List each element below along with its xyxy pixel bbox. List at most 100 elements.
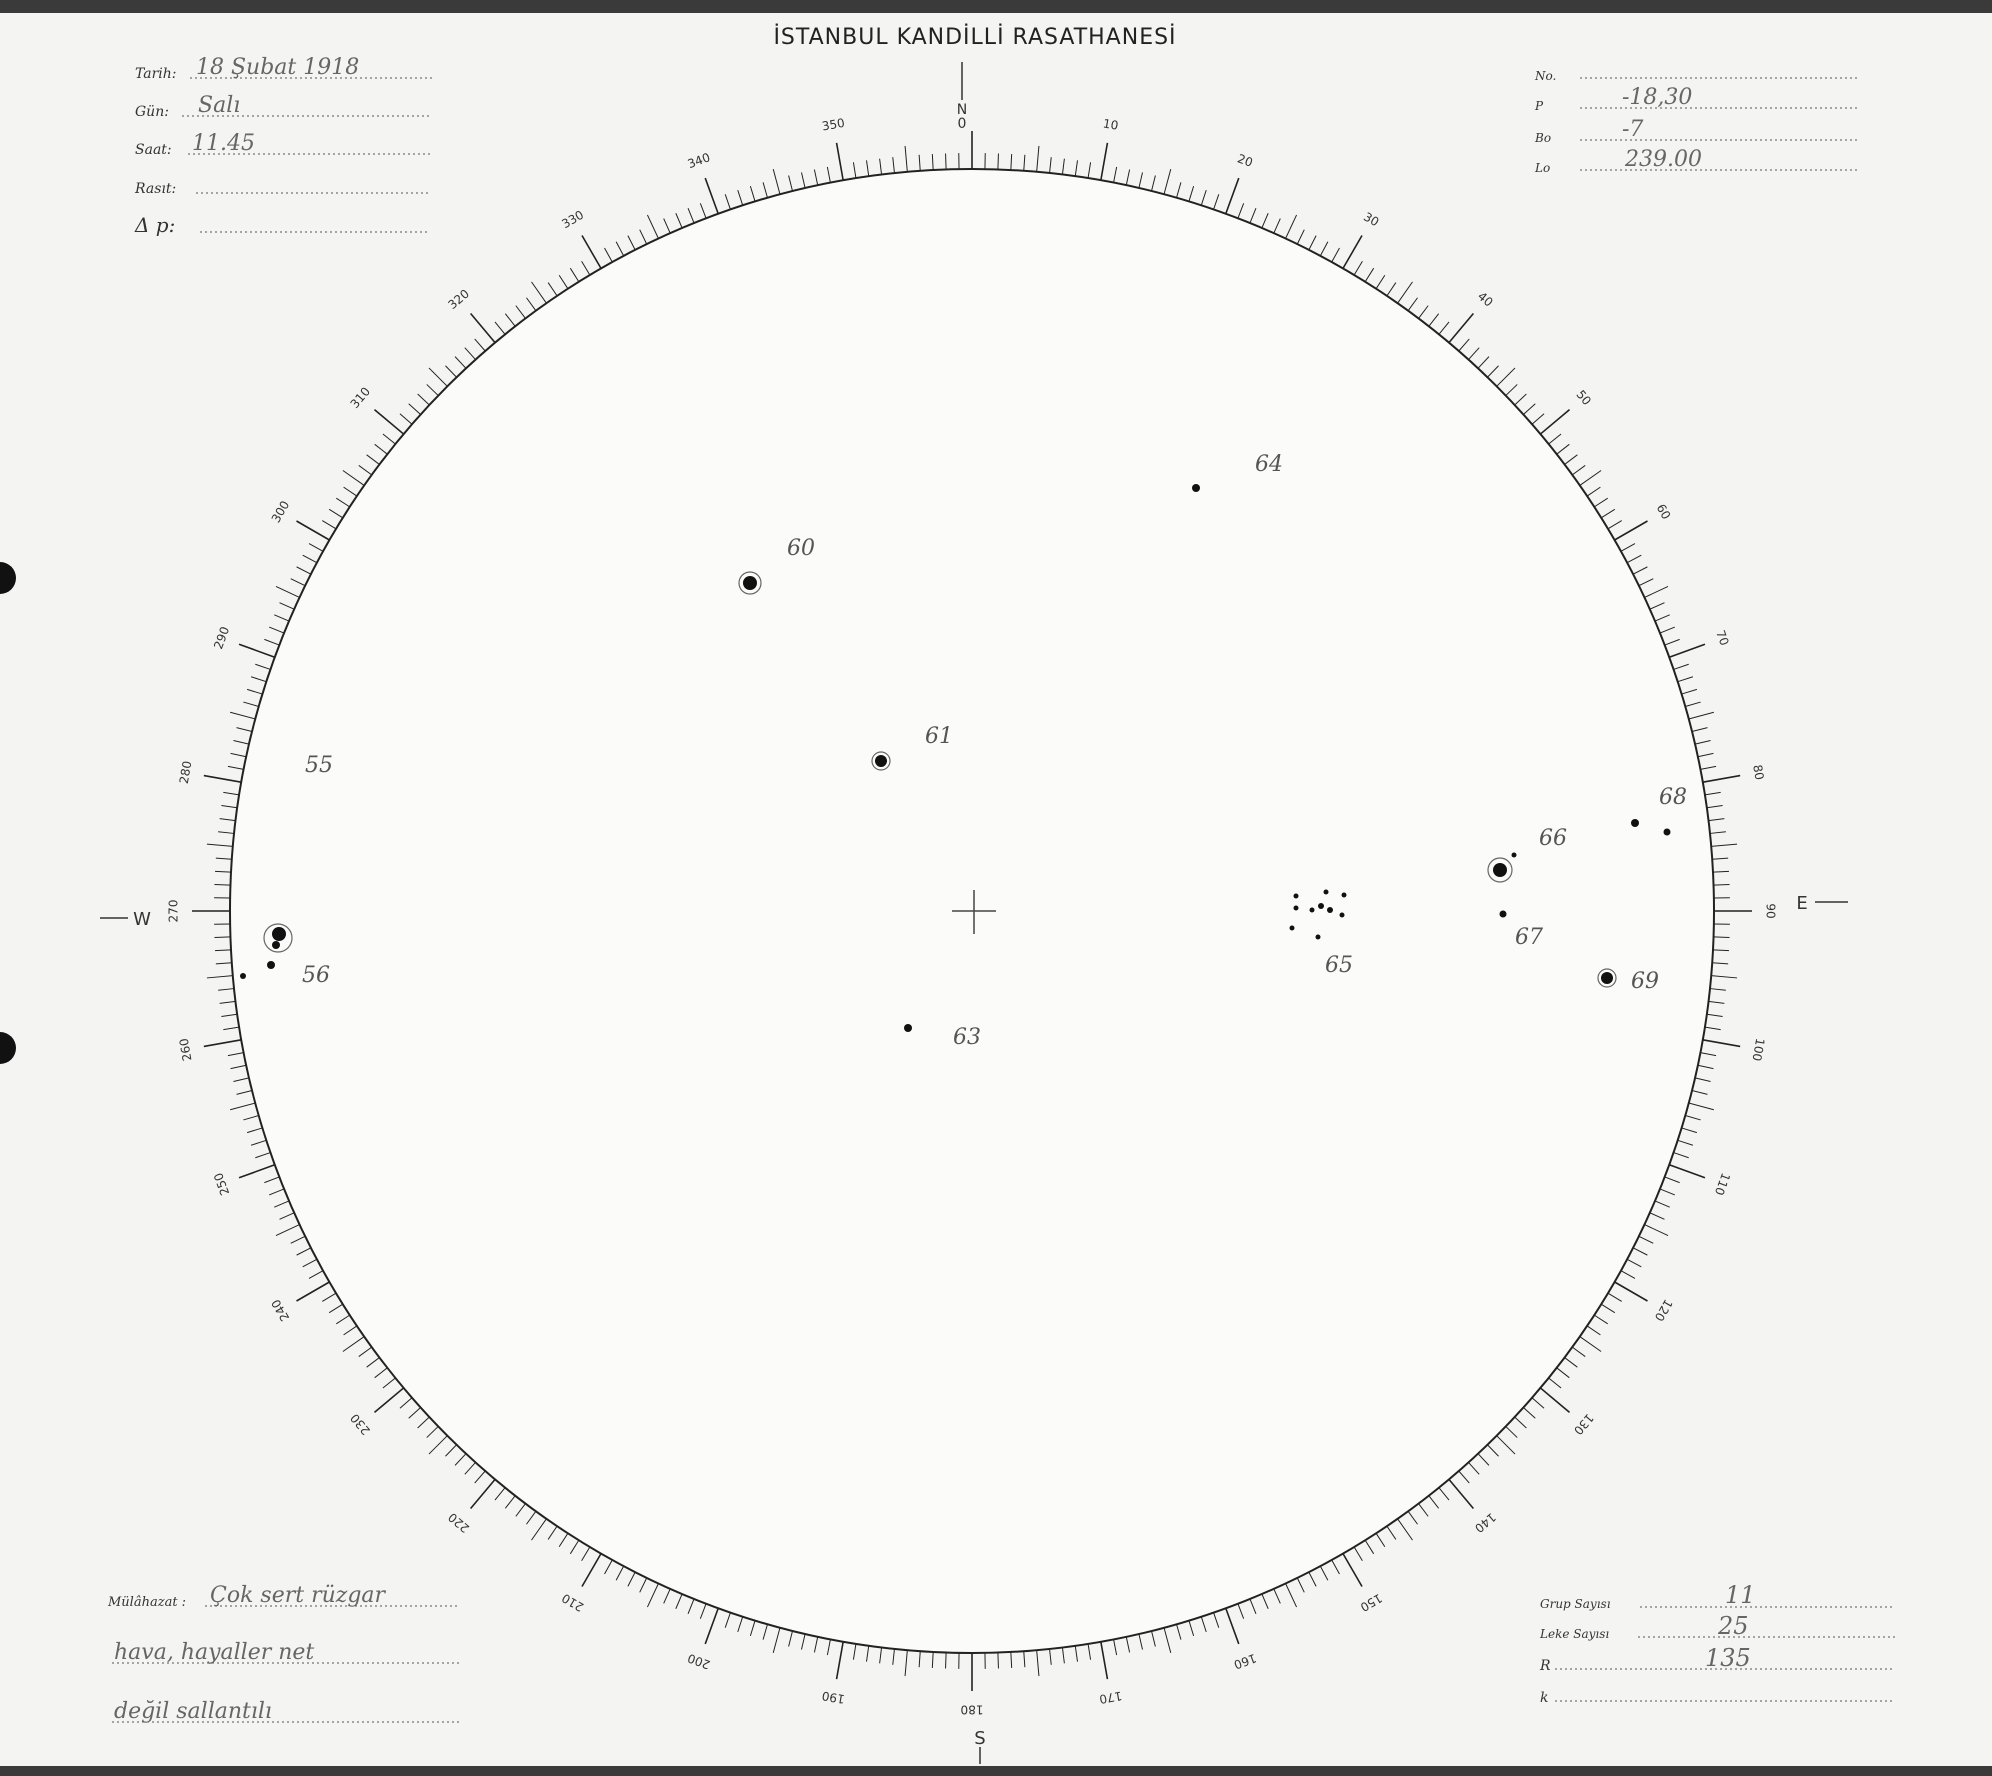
scale-tick xyxy=(274,614,290,622)
scale-tick xyxy=(494,321,506,335)
scale-tick xyxy=(1694,1077,1711,1083)
scale-tick xyxy=(1496,1435,1516,1455)
scale-tick xyxy=(581,235,602,269)
remarks-label: Mülâhazat : xyxy=(107,1595,186,1610)
scale-tick xyxy=(1700,765,1717,770)
scale-tick-label: 120 xyxy=(1652,1297,1676,1324)
remark-line[interactable]: Çok sert rüzgar xyxy=(210,1583,387,1608)
scale-tick xyxy=(206,843,233,847)
field-bo: Bo -7 xyxy=(1534,117,1860,145)
scale-tick xyxy=(1049,157,1052,174)
scale-tick xyxy=(1654,1200,1670,1208)
scale-tick xyxy=(1273,218,1281,234)
scale-tick xyxy=(835,1641,844,1680)
scale-tick xyxy=(687,1598,695,1614)
scale-tick xyxy=(749,1620,756,1637)
sunspot-group-number: 60 xyxy=(787,536,815,561)
scale-tick xyxy=(336,497,350,508)
r-number[interactable]: 135 xyxy=(1705,1644,1751,1672)
scale-tick xyxy=(373,1387,405,1413)
scale-tick xyxy=(1138,172,1144,189)
scale-tick xyxy=(445,365,457,378)
scale-tick xyxy=(749,185,756,202)
group-count[interactable]: 11 xyxy=(1725,1581,1756,1609)
scale-tick xyxy=(1704,791,1721,796)
scale-tick xyxy=(308,543,324,552)
scale-tick xyxy=(699,203,707,219)
scale-tick xyxy=(687,208,695,224)
scale-tick xyxy=(531,281,547,304)
bo-value[interactable]: -7 xyxy=(1622,117,1643,142)
scale-tick xyxy=(1113,166,1118,183)
scale-tick xyxy=(464,347,476,360)
remark-line[interactable]: değil sallantılı xyxy=(114,1699,272,1724)
time-value[interactable]: 11.45 xyxy=(192,131,255,156)
scale-tick xyxy=(1632,566,1648,575)
scale-tick xyxy=(852,162,857,179)
scale-tick xyxy=(203,774,242,783)
scale-tick xyxy=(374,1367,388,1379)
sunspot-group: 56 xyxy=(240,923,330,988)
scale-tick xyxy=(515,305,526,319)
scale-tick xyxy=(1614,520,1648,541)
scale-tick xyxy=(428,1435,448,1455)
field-label: Rasıt: xyxy=(134,181,176,197)
right-fields: No. P -18,30 Bo -7 Lo 239.00 xyxy=(1534,69,1860,175)
penumbra xyxy=(1597,968,1617,988)
scale-tick xyxy=(1176,182,1182,198)
scale-tick xyxy=(374,443,388,455)
remark-line[interactable]: hava, hayaller net xyxy=(114,1640,314,1665)
summary-label: k xyxy=(1540,1690,1548,1706)
p-angle-value[interactable]: -18,30 xyxy=(1622,85,1692,110)
scale-tick xyxy=(1397,281,1413,304)
sunspot-umbra xyxy=(1315,934,1321,940)
scale-tick xyxy=(366,454,380,465)
scale-tick xyxy=(931,1651,934,1668)
scale-tick xyxy=(238,1164,276,1179)
scale-tick-label: 320 xyxy=(445,287,472,312)
scale-tick xyxy=(531,1518,547,1541)
scale-tick xyxy=(1523,403,1536,415)
scale-tick xyxy=(800,1633,806,1650)
scale-tick xyxy=(1049,1648,1052,1665)
sunspot-umbra xyxy=(1293,905,1299,911)
scale-tick-label: 150 xyxy=(1358,1591,1385,1615)
scale-tick xyxy=(800,172,806,189)
date-value[interactable]: 18 Şubat 1918 xyxy=(196,55,359,80)
scale-tick xyxy=(675,213,683,229)
day-value[interactable]: Salı xyxy=(198,93,240,118)
lo-value[interactable]: 239.00 xyxy=(1624,147,1702,172)
observatory-title: İSTANBUL KANDİLLİ RASATHANESİ xyxy=(773,24,1176,50)
scale-tick xyxy=(1649,602,1665,610)
spot-count[interactable]: 25 xyxy=(1717,1612,1749,1640)
scale-tick xyxy=(1579,470,1602,486)
scale-tick xyxy=(1702,1039,1741,1048)
scale-tick xyxy=(879,158,883,175)
scale-tick xyxy=(1477,356,1490,369)
sunspot-umbra xyxy=(1192,484,1200,492)
scale-tick xyxy=(892,157,895,174)
scale-tick xyxy=(1654,614,1670,622)
scale-tick xyxy=(1418,305,1429,319)
scale-tick xyxy=(426,1426,439,1438)
scale-tick xyxy=(1010,1651,1013,1668)
field-tarih: Tarih: 18 Şubat 1918 xyxy=(135,55,432,82)
scale-tick xyxy=(279,602,295,610)
scale-tick xyxy=(663,218,671,234)
scale-tick xyxy=(233,1077,250,1083)
scale-tick-label: 50 xyxy=(1573,387,1594,408)
scale-tick xyxy=(246,1127,263,1134)
field-label: Saat: xyxy=(135,142,172,158)
scale-tick xyxy=(639,229,648,245)
scale-tick xyxy=(1664,638,1680,646)
scale-tick xyxy=(1594,1314,1608,1325)
scale-tick xyxy=(223,1026,240,1031)
scale-tick xyxy=(558,1533,569,1547)
scale-tick xyxy=(1688,1102,1714,1111)
scale-tick xyxy=(852,1643,857,1660)
scale-tick xyxy=(835,142,844,181)
punch-hole-icon xyxy=(0,562,16,594)
remarks: Mülâhazat : Çok sert rüzgar hava, hayall… xyxy=(107,1583,460,1724)
sunspot-umbra xyxy=(1663,828,1671,836)
scale-tick-label: 210 xyxy=(559,1591,586,1615)
